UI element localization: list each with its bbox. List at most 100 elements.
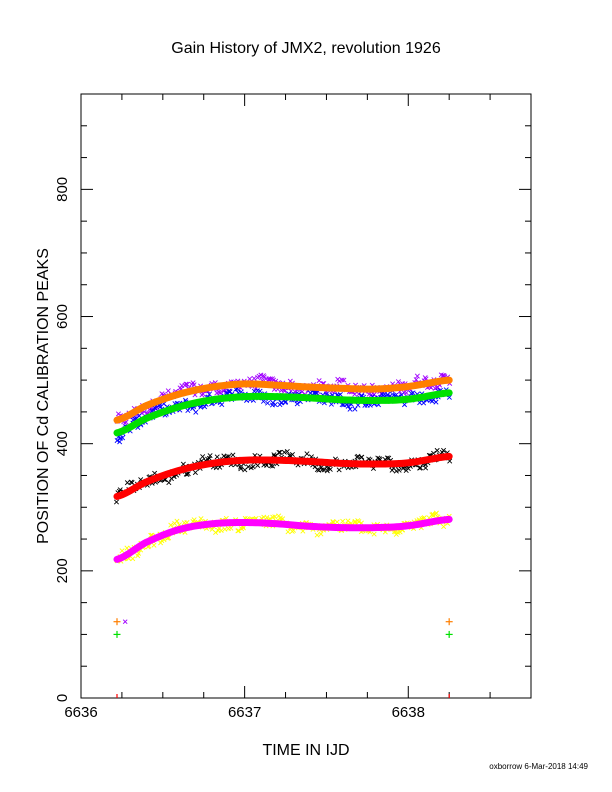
y-tick-label: 800 — [54, 177, 71, 202]
scatter-point — [213, 529, 219, 536]
scatter-point — [395, 379, 401, 385]
scatter-point — [251, 375, 257, 381]
x-tick-label: 6637 — [228, 704, 261, 721]
scatter-point — [152, 405, 158, 411]
scatter-point — [324, 468, 330, 474]
scatter-point — [277, 449, 283, 455]
extra-marker — [445, 630, 453, 638]
scatter-point — [286, 453, 292, 459]
scatter-point — [339, 377, 345, 383]
scatter-point — [214, 454, 220, 460]
extra-marker — [122, 619, 128, 625]
scatter-point — [218, 527, 224, 534]
chart-title: Gain History of JMX2, revolution 1926 — [171, 40, 441, 57]
scatter-point — [230, 452, 236, 458]
fit-curves — [113, 376, 453, 563]
scatter-point — [356, 391, 362, 397]
scatter-point — [313, 390, 319, 396]
extra-markers — [113, 618, 453, 698]
scatter-point — [418, 465, 424, 471]
scatter-point — [356, 519, 362, 525]
scatter-point — [341, 377, 347, 383]
scatter-point — [184, 381, 190, 387]
scatter-point — [401, 402, 408, 408]
scatter-point — [276, 449, 282, 455]
scatter-point — [334, 519, 340, 525]
scatter-point — [119, 548, 125, 554]
scatter-point — [304, 451, 310, 457]
scatter-point — [285, 529, 291, 535]
scatter-point — [280, 516, 286, 522]
scatter-point — [441, 447, 447, 453]
scatter-point — [174, 518, 180, 524]
scatter-point — [255, 462, 261, 468]
scatter-point — [396, 467, 402, 473]
scatter-point — [441, 524, 447, 530]
scatter-point — [318, 531, 324, 537]
scatter-point — [410, 390, 416, 396]
scatter-point — [265, 400, 271, 406]
scatter-point — [336, 467, 342, 473]
scatter-point — [352, 406, 358, 412]
scatter-point — [250, 464, 256, 470]
scatter-point — [185, 407, 191, 414]
series-curve — [113, 515, 453, 563]
scatter-point — [347, 406, 353, 412]
scatter-point — [291, 527, 297, 533]
scatter-point — [113, 499, 120, 505]
x-tick-labels: 6636 6637 6638 — [64, 704, 425, 721]
scatter-point — [200, 454, 206, 460]
extra-marker — [113, 618, 121, 626]
scatter-point — [272, 514, 278, 520]
scatter-point — [281, 449, 287, 455]
y-tick-labels: 0 200 400 600 800 — [54, 177, 71, 702]
scatter-point — [359, 454, 365, 460]
scatter-point — [183, 381, 189, 387]
y-axis-label: POSITION OF Cd CALIBRATION PEAKS — [35, 248, 52, 544]
scatter-point — [236, 528, 242, 534]
scatter-point — [235, 528, 241, 534]
scatter-point — [247, 376, 253, 382]
scatter-point — [284, 448, 290, 455]
extra-marker — [113, 630, 121, 638]
scatter-point — [421, 515, 427, 521]
scatter-point — [130, 556, 136, 562]
scatter-point — [151, 542, 157, 548]
scatter-point — [120, 435, 126, 441]
scatter-point — [403, 390, 409, 396]
scatter-point — [227, 389, 233, 395]
footer-note: oxborrow 6-Mar-2018 14:49 — [489, 762, 588, 771]
scatter-point — [166, 480, 172, 486]
y-tick-label: 200 — [54, 558, 71, 583]
axis-ticks — [80, 93, 532, 699]
x-axis-label: TIME IN IJD — [262, 742, 349, 759]
scatter-point — [327, 466, 333, 472]
scatter-point — [264, 514, 270, 521]
y-tick-label: 0 — [54, 694, 71, 702]
scatter-point — [355, 453, 361, 459]
scatter-point — [272, 402, 278, 408]
scatter-point — [266, 376, 272, 382]
scatter-point — [238, 466, 244, 472]
y-tick-label: 400 — [54, 431, 71, 456]
scatter-point — [336, 378, 342, 384]
scatter-point — [268, 376, 274, 382]
scatter-point — [384, 455, 390, 461]
scatter-point — [228, 525, 234, 531]
scatter-point — [270, 463, 276, 469]
scatter-point — [219, 402, 225, 408]
scatter-point — [340, 518, 346, 524]
x-tick-label: 6638 — [392, 704, 425, 721]
scatter-point — [117, 439, 123, 445]
y-tick-label: 600 — [54, 304, 71, 329]
extra-marker — [445, 618, 453, 626]
scatter-point — [433, 399, 439, 405]
scatter-point — [114, 438, 120, 444]
scatter-point — [345, 403, 351, 409]
scatter-point — [393, 468, 399, 474]
scatter-point — [245, 464, 251, 470]
scatter-point — [193, 409, 199, 415]
scatter-point — [433, 510, 439, 516]
scatter-point — [434, 447, 440, 453]
